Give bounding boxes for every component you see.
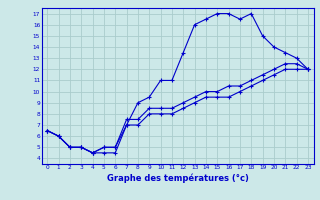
X-axis label: Graphe des températures (°c): Graphe des températures (°c) — [107, 173, 249, 183]
